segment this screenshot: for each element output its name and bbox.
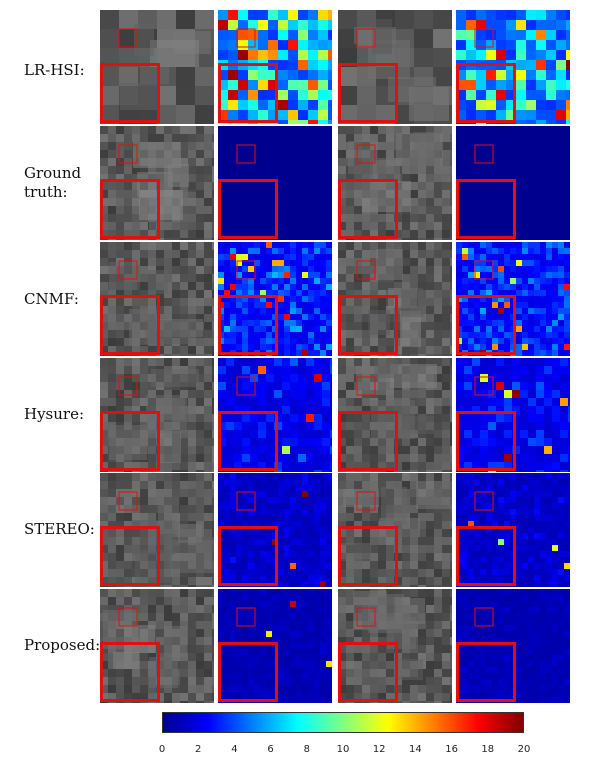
panel-gt-error-map-3 — [456, 126, 570, 240]
panel-cnmf-error-map-1 — [218, 242, 332, 356]
panel-stereo-error-map-3 — [456, 473, 570, 587]
panel-proposed-image-0 — [100, 589, 214, 703]
colorbar-tick-label: 10 — [336, 744, 350, 755]
colorbar-tick-label: 14 — [409, 744, 422, 755]
colorbar-tick-label: 0 — [158, 744, 166, 755]
colorbar-tick-label: 8 — [303, 744, 310, 755]
panel-cnmf-image-0 — [100, 242, 214, 356]
panel-stereo-image-0 — [100, 473, 214, 587]
panel-stereo-image-2 — [338, 473, 452, 587]
panel-cnmf-image-2 — [338, 242, 452, 356]
panel-lr-image-0 — [100, 10, 214, 124]
panel-hysure-image-2 — [338, 358, 452, 472]
panel-hysure-error-map-3 — [456, 358, 570, 472]
panel-hysure-image-0 — [100, 358, 214, 472]
panel-proposed-image-2 — [338, 589, 452, 703]
row-label-cnmf: CNMF: — [24, 290, 79, 308]
row-label-lr-hsi: LR-HSI: — [24, 61, 85, 79]
colorbar-tick-label: 18 — [481, 744, 495, 755]
colorbar — [162, 712, 524, 733]
panel-stereo-error-map-1 — [218, 473, 332, 587]
colorbar-tick-label: 12 — [372, 744, 386, 755]
panel-lr-error-map-3 — [456, 10, 570, 124]
colorbar-tick-label: 16 — [445, 744, 458, 755]
row-label-proposed: Proposed: — [24, 636, 101, 654]
panel-cnmf-error-map-3 — [456, 242, 570, 356]
panel-proposed-error-map-1 — [218, 589, 332, 703]
colorbar-tick-label: 2 — [195, 744, 202, 755]
panel-lr-error-map-1 — [218, 10, 332, 124]
row-label-stereo: STEREO: — [24, 520, 95, 538]
colorbar-tick-label: 4 — [231, 744, 238, 755]
panel-proposed-error-map-3 — [456, 589, 570, 703]
row-label-hysure: Hysure: — [24, 405, 85, 423]
panel-gt-image-0 — [100, 126, 214, 240]
panel-gt-error-map-1 — [218, 126, 332, 240]
row-label-ground-truth: Ground truth: — [24, 164, 82, 201]
colorbar-tick-label: 6 — [267, 744, 274, 755]
panel-gt-image-2 — [338, 126, 452, 240]
panel-hysure-error-map-1 — [218, 358, 332, 472]
colorbar-tick-label: 20 — [517, 744, 531, 755]
panel-lr-image-2 — [338, 10, 452, 124]
